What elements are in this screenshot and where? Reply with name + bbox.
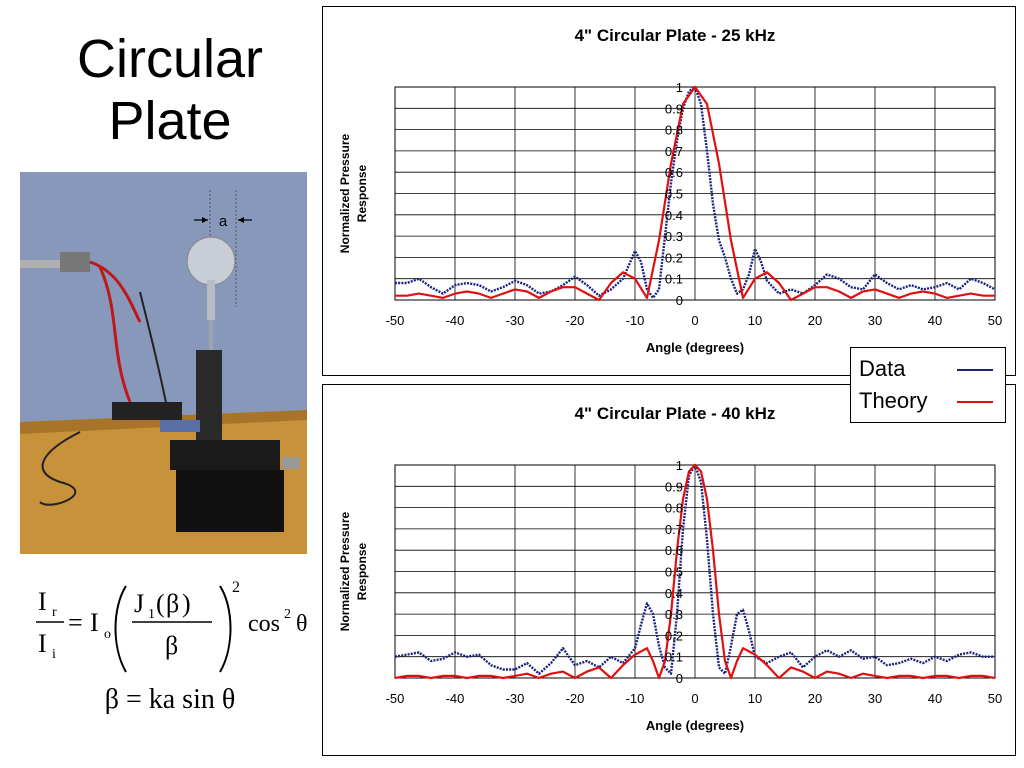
formula-theta: θ xyxy=(296,611,308,637)
y-tick-label: 0.6 xyxy=(665,543,683,558)
x-tick-label: 0 xyxy=(691,313,698,328)
formula-i: i xyxy=(52,647,56,662)
series-theory-line xyxy=(394,463,996,680)
legend-theory-line xyxy=(957,401,993,403)
formula-io: I xyxy=(90,608,99,637)
x-tick-label: 10 xyxy=(748,691,762,706)
y-tick-label: 1 xyxy=(676,80,683,95)
x-axis-label: Angle (degrees) xyxy=(646,718,744,733)
x-tick-label: -20 xyxy=(566,313,585,328)
y-tick-label: 0.9 xyxy=(665,101,683,116)
formula-o: o xyxy=(104,627,111,642)
y-axis-label: Response xyxy=(355,543,369,601)
setup-photo: a xyxy=(20,172,307,554)
x-tick-label: -10 xyxy=(626,313,645,328)
svg-text:): ) xyxy=(182,589,191,618)
x-tick-label: 50 xyxy=(988,313,1002,328)
y-tick-label: 0.2 xyxy=(665,628,683,643)
svg-text:=: = xyxy=(68,608,83,637)
intensity-formula: I r I i = I o J 1 ( β ) β 2 cos 2 θ β = … xyxy=(36,579,308,715)
formula-beta-num: β xyxy=(166,589,179,618)
legend-theory-label: Theory xyxy=(859,388,928,413)
formula-exp: 2 xyxy=(232,579,240,596)
y-tick-label: 0 xyxy=(676,293,683,308)
y-tick-label: 0.9 xyxy=(665,479,683,494)
formula-ir: I xyxy=(38,587,47,616)
y-tick-label: 0.8 xyxy=(665,123,683,138)
y-tick-label: 0.2 xyxy=(665,250,683,265)
beta-formula: β = ka sin θ xyxy=(105,684,236,715)
x-tick-label: -40 xyxy=(446,691,465,706)
x-tick-label: -30 xyxy=(506,691,525,706)
formula-ii: I xyxy=(38,629,47,658)
chart-25khz: 4" Circular Plate - 25 kHz 0 0.1 0.2 0.3 0.4 0… xyxy=(322,6,1016,376)
x-tick-label: 40 xyxy=(928,313,942,328)
x-tick-label: 40 xyxy=(928,691,942,706)
y-tick-label: 0.5 xyxy=(665,187,683,202)
chart-25khz-plot: 4" Circular Plate - 25 kHz 0 0.1 0.2 0.3 0.4 0… xyxy=(338,26,1002,355)
x-tick-label: 10 xyxy=(748,313,762,328)
y-tick-label: 0.6 xyxy=(665,165,683,180)
chart-title: 4" Circular Plate - 40 kHz xyxy=(575,404,776,423)
x-tick-label: 30 xyxy=(868,691,882,706)
x-tick-label: 30 xyxy=(868,313,882,328)
chart-40khz-plot: 4" Circular Plate - 40 kHz 0 0.1 0.2 0.3 0.4 0… xyxy=(338,404,1002,733)
y-tick-label: 0.1 xyxy=(665,650,683,665)
svg-text:(: ( xyxy=(156,589,165,618)
x-axis-label: Angle (degrees) xyxy=(646,340,744,355)
formula-beta-den: β xyxy=(165,631,178,660)
y-tick-label: 0.7 xyxy=(665,144,683,159)
x-tick-label: 20 xyxy=(808,313,822,328)
slide-title-line1: Circular xyxy=(76,29,264,89)
x-tick-label: -40 xyxy=(446,313,465,328)
formula-j: J xyxy=(134,589,144,618)
y-axis-label: Normalized Pressure xyxy=(338,133,352,253)
y-tick-label: 0.7 xyxy=(665,522,683,537)
y-tick-label: 0 xyxy=(676,671,683,686)
x-tick-label: 50 xyxy=(988,691,1002,706)
y-tick-label: 0.3 xyxy=(665,607,683,622)
photo-dimension-label: a xyxy=(219,213,228,230)
x-tick-label: -10 xyxy=(626,691,645,706)
legend-data-label: Data xyxy=(859,356,906,381)
y-axis-label: Normalized Pressure xyxy=(338,511,352,631)
formula-cos: cos xyxy=(248,611,280,637)
x-tick-label: 0 xyxy=(691,691,698,706)
y-tick-label: 0.4 xyxy=(665,586,683,601)
y-tick-label: 1 xyxy=(676,458,683,473)
chart-legend: Data Theory xyxy=(850,347,1006,423)
x-tick-label: -30 xyxy=(506,313,525,328)
y-tick-label: 0.3 xyxy=(665,229,683,244)
y-tick-label: 0.4 xyxy=(665,208,683,223)
x-tick-label: -50 xyxy=(386,313,405,328)
chart-40khz: 4" Circular Plate - 40 kHz 0 0.1 0.2 0.3 0.4 0… xyxy=(322,384,1016,756)
x-tick-label: -50 xyxy=(386,691,405,706)
formula-one: 1 xyxy=(148,607,155,622)
x-tick-label: -20 xyxy=(566,691,585,706)
slide-title-line2: Plate xyxy=(108,91,232,151)
y-tick-label: 0.1 xyxy=(665,272,683,287)
y-axis-label: Response xyxy=(355,165,369,223)
formula-cos-exp: 2 xyxy=(284,607,291,622)
series-theory-line xyxy=(395,85,995,302)
formula-r: r xyxy=(52,605,57,620)
y-tick-label: 0.5 xyxy=(665,565,683,580)
y-tick-label: 0.8 xyxy=(665,501,683,516)
x-tick-label: 20 xyxy=(808,691,822,706)
chart-title: 4" Circular Plate - 25 kHz xyxy=(575,26,776,45)
legend-data-line xyxy=(957,369,993,371)
slide-title: Circular Plate xyxy=(20,28,320,152)
